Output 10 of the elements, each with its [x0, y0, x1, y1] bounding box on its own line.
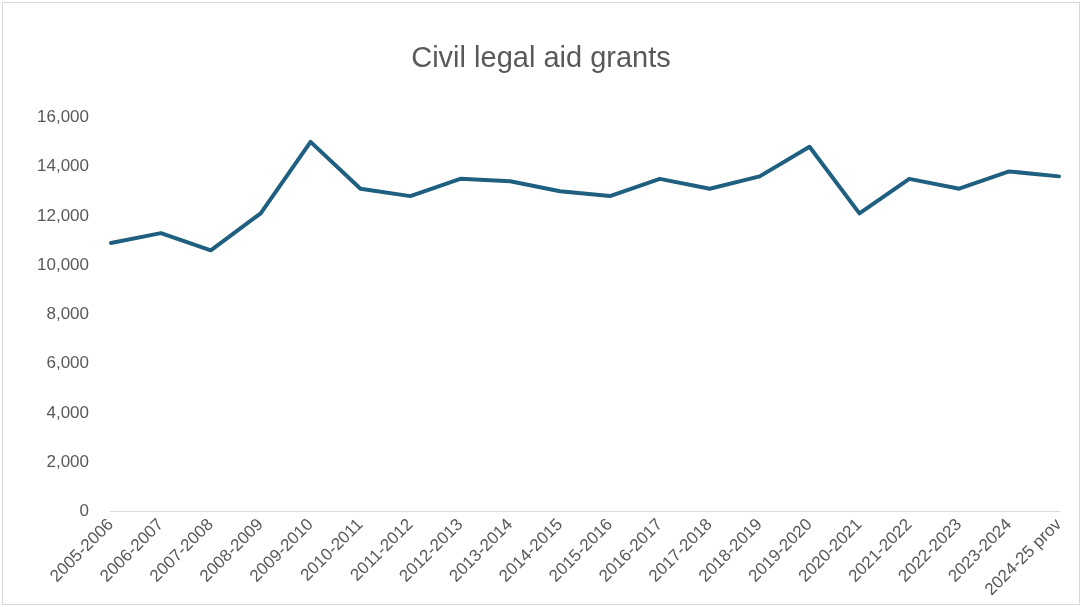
y-tick-label: 16,000 [37, 106, 89, 126]
y-tick-label: 6,000 [46, 353, 89, 373]
y-tick-label: 14,000 [37, 156, 89, 176]
chart-title: Civil legal aid grants [410, 41, 672, 74]
y-tick-label: 8,000 [46, 304, 89, 324]
y-tick-label: 12,000 [37, 205, 89, 225]
y-tick-label: 4,000 [46, 402, 89, 422]
y-tick-label: 0 [79, 501, 89, 521]
y-tick-label: 10,000 [37, 254, 89, 274]
y-tick-label: 2,000 [46, 452, 89, 472]
